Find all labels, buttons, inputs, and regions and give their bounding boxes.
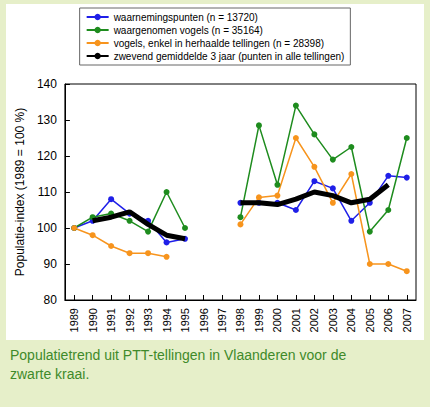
- svg-text:vogels, enkel in herhaalde tel: vogels, enkel in herhaalde tellingen (n …: [114, 38, 324, 49]
- svg-text:2003: 2003: [327, 308, 339, 332]
- svg-text:1992: 1992: [124, 308, 136, 332]
- svg-text:1994: 1994: [161, 308, 173, 332]
- svg-text:130: 130: [37, 113, 57, 127]
- svg-text:2006: 2006: [382, 308, 394, 332]
- svg-text:1998: 1998: [234, 308, 246, 332]
- svg-text:100: 100: [37, 221, 57, 235]
- svg-text:80: 80: [44, 293, 58, 307]
- svg-text:1991: 1991: [105, 308, 117, 332]
- svg-text:90: 90: [44, 257, 58, 271]
- svg-text:1999: 1999: [253, 308, 265, 332]
- svg-text:2005: 2005: [364, 308, 376, 332]
- svg-text:1996: 1996: [198, 308, 210, 332]
- svg-text:waargenomen vogels (n = 35164): waargenomen vogels (n = 35164): [113, 25, 263, 36]
- html-text:Populatietrend uit PTT-telling: Populatietrend uit PTT-tellingen in Vlaa…: [10, 347, 347, 382]
- svg-text:1993: 1993: [142, 308, 154, 332]
- svg-text:2004: 2004: [345, 308, 357, 332]
- svg-text:2000: 2000: [271, 308, 283, 332]
- svg-text:2007: 2007: [401, 308, 413, 332]
- svg-text:waarnemingspunten (n = 13720): waarnemingspunten (n = 13720): [113, 12, 258, 23]
- svg-text:zwevend gemiddelde 3 jaar (pun: zwevend gemiddelde 3 jaar (punten in all…: [114, 51, 345, 62]
- svg-text:1997: 1997: [216, 308, 228, 332]
- svg-text:1990: 1990: [87, 308, 99, 332]
- svg-text:1995: 1995: [179, 308, 191, 332]
- svg-text:110: 110: [38, 185, 57, 199]
- svg-text:2001: 2001: [290, 308, 302, 332]
- svg-text:1989: 1989: [68, 308, 80, 332]
- svg-text:140: 140: [37, 77, 57, 91]
- svg-text:2002: 2002: [308, 308, 320, 332]
- svg-text:Populatie-index (1989 = 100 %): Populatie-index (1989 = 100 %): [13, 108, 27, 276]
- svg-text:120: 120: [37, 149, 57, 163]
